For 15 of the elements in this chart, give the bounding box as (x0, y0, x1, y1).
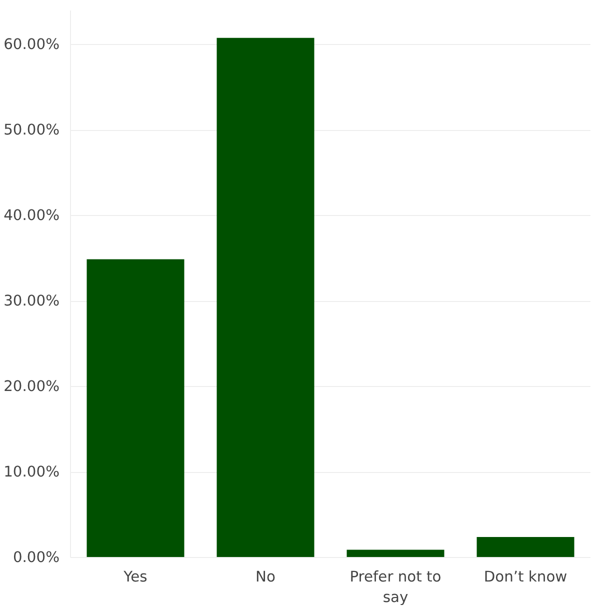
bar (216, 38, 314, 558)
x-tick-label: No (256, 568, 276, 586)
x-tick-label: Prefer not to say (350, 568, 442, 606)
y-tick-label: 60.00% (4, 36, 60, 54)
x-tick-label: Yes (122, 568, 148, 586)
bar (476, 536, 574, 558)
y-tick-label: 0.00% (12, 549, 60, 566)
bar (86, 259, 184, 558)
y-tick-label: 20.00% (4, 378, 60, 396)
y-tick-label: 30.00% (4, 292, 60, 310)
y-tick-label: 10.00% (4, 464, 60, 481)
y-tick-label: 40.00% (4, 207, 60, 224)
y-tick-label: 50.00% (4, 122, 60, 139)
x-tick-label: Don’t know (484, 568, 568, 586)
bar (346, 550, 444, 558)
